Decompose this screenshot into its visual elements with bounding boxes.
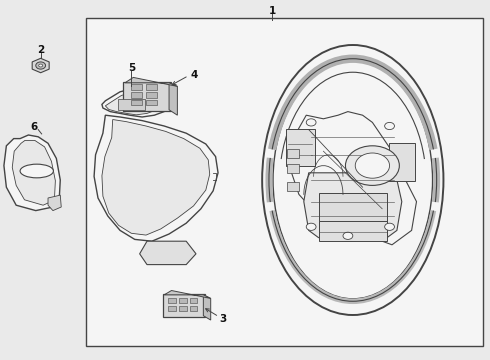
Bar	[287, 149, 299, 158]
Circle shape	[36, 62, 46, 69]
FancyBboxPatch shape	[123, 82, 171, 111]
Polygon shape	[289, 112, 416, 245]
Polygon shape	[32, 58, 49, 73]
FancyBboxPatch shape	[389, 143, 415, 181]
FancyBboxPatch shape	[163, 294, 205, 317]
Circle shape	[306, 119, 316, 126]
Bar	[118, 99, 145, 110]
Bar	[190, 298, 197, 303]
Polygon shape	[140, 241, 196, 265]
Ellipse shape	[273, 61, 433, 299]
Bar	[168, 298, 176, 303]
Text: 4: 4	[190, 70, 197, 80]
Bar	[146, 84, 157, 90]
Circle shape	[343, 232, 353, 239]
Circle shape	[355, 153, 390, 178]
Bar	[131, 100, 142, 105]
Bar	[146, 92, 157, 98]
Text: 5: 5	[128, 63, 135, 73]
Polygon shape	[102, 88, 167, 117]
Polygon shape	[48, 195, 61, 211]
Polygon shape	[164, 291, 211, 298]
Circle shape	[385, 223, 394, 230]
Polygon shape	[94, 115, 218, 241]
Polygon shape	[125, 77, 177, 86]
Bar	[168, 306, 176, 311]
Circle shape	[306, 223, 316, 230]
Circle shape	[385, 122, 394, 130]
Bar	[287, 164, 299, 173]
Bar	[179, 298, 187, 303]
Circle shape	[345, 146, 399, 185]
Bar	[179, 306, 187, 311]
Circle shape	[39, 64, 43, 67]
Bar	[86, 18, 483, 346]
Polygon shape	[304, 173, 402, 241]
FancyBboxPatch shape	[286, 129, 315, 166]
Bar	[146, 100, 157, 105]
Polygon shape	[169, 83, 177, 115]
Bar	[131, 92, 142, 98]
Bar	[287, 182, 299, 191]
Polygon shape	[102, 120, 210, 235]
Polygon shape	[105, 93, 158, 115]
Bar	[190, 306, 197, 311]
Text: 6: 6	[31, 122, 38, 132]
Bar	[318, 193, 387, 236]
Text: 2: 2	[37, 45, 44, 55]
Polygon shape	[12, 140, 55, 205]
Text: 1: 1	[269, 6, 275, 16]
Polygon shape	[203, 295, 211, 320]
Bar	[318, 221, 387, 241]
Text: 3: 3	[220, 314, 227, 324]
Polygon shape	[4, 135, 60, 211]
Ellipse shape	[20, 164, 53, 178]
Bar	[131, 84, 142, 90]
